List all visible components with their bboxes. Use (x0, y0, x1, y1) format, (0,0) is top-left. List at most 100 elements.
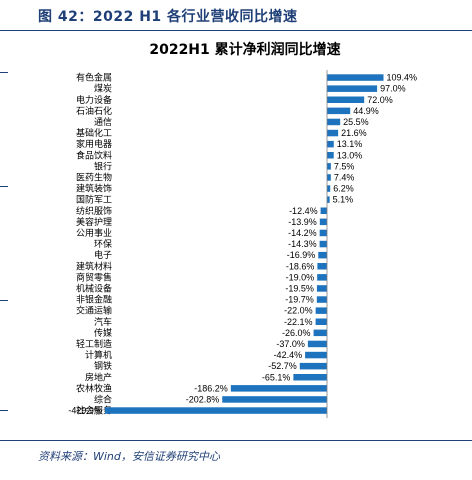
value-label: -22.1% (284, 317, 313, 327)
left-edge-mark (0, 72, 8, 73)
value-label: 97.0% (380, 84, 406, 94)
bar (320, 207, 327, 214)
value-label: 5.1% (333, 195, 354, 205)
value-label: -42.4% (274, 350, 303, 360)
chart-title: 2022H1 累计净利润同比增速 (149, 41, 340, 58)
bar (327, 163, 331, 170)
category-label: 计算机 (85, 349, 112, 361)
value-label: -186.2% (194, 383, 228, 393)
value-label: -22.0% (284, 306, 313, 316)
bar (327, 129, 339, 137)
bar (299, 362, 327, 370)
bar (230, 385, 327, 392)
bar (293, 374, 327, 381)
value-label: -19.5% (285, 283, 314, 293)
category-label: 建筑装饰 (76, 183, 112, 195)
bar (317, 263, 327, 270)
category-label: 房地产 (85, 371, 112, 383)
category-label: 建筑材料 (76, 260, 112, 272)
value-label: -12.4% (289, 206, 318, 216)
bar (318, 251, 327, 259)
category-label: 机械设备 (76, 282, 112, 294)
category-label: 公用事业 (76, 227, 112, 239)
value-label: -52.7% (268, 361, 297, 371)
bar (307, 340, 327, 348)
bar (104, 407, 327, 414)
category-label: 电力设备 (76, 94, 112, 106)
category-label: 轻工制造 (76, 338, 112, 350)
figure-header: 图 42：2022 H1 各行业营收同比增速 (0, 0, 472, 30)
value-label: -14.2% (288, 228, 317, 238)
bar (327, 74, 384, 81)
category-label: 电子 (94, 249, 112, 261)
category-label: 商贸零售 (76, 271, 112, 283)
category-label: 纺织服饰 (76, 205, 112, 217)
category-label: 食品饮料 (76, 149, 112, 161)
left-edge-mark (0, 186, 8, 187)
category-label: 有色金属 (76, 72, 112, 84)
value-label: -37.0% (276, 339, 305, 349)
bar (327, 118, 341, 126)
bar (319, 240, 327, 248)
value-label: -14.3% (288, 239, 317, 249)
bar (327, 196, 330, 203)
category-label: 国防军工 (76, 194, 112, 206)
bar (327, 85, 378, 92)
source-note: 资料来源：Wind，安信证券研究中心 (38, 450, 220, 463)
category-label: 社会服务 (76, 405, 112, 417)
bar (327, 140, 334, 148)
category-label: 环保 (94, 238, 112, 250)
category-label: 传媒 (94, 327, 112, 339)
left-edge-mark (0, 410, 8, 411)
value-label: -18.6% (286, 261, 315, 271)
bar-chart: 2022H1 累计净利润同比增速 有色金属 109.4% 煤炭 97.0% 电力设备 72… (68, 41, 418, 419)
chart-body: 有色金属 109.4% 煤炭 97.0% 电力设备 72.0% 石油石化 44.9% 通信 25.… (68, 70, 418, 419)
value-label: 13.1% (337, 139, 363, 149)
top-rule (0, 30, 472, 31)
bar (327, 152, 334, 159)
category-label: 农林牧渔 (76, 382, 112, 394)
bar (327, 185, 331, 192)
category-label: 医药生物 (76, 171, 112, 183)
category-label: 汽车 (94, 316, 112, 328)
bar (305, 351, 327, 359)
figure-caption: 图 42：2022 H1 各行业营收同比增速 (38, 9, 298, 25)
value-label: 7.5% (334, 161, 355, 171)
bar (319, 229, 327, 237)
category-label: 石油石化 (76, 105, 112, 117)
category-label: 综合 (94, 393, 112, 405)
value-label: 6.2% (333, 184, 354, 194)
value-label: 25.5% (343, 117, 369, 127)
bar (316, 296, 327, 303)
value-label: 7.4% (334, 172, 355, 182)
value-label: 72.0% (367, 95, 393, 105)
value-label: 21.6% (341, 128, 367, 138)
category-label: 非银金融 (76, 294, 112, 306)
value-label: 109.4% (387, 73, 418, 83)
bar (315, 318, 327, 325)
value-label: -19.7% (285, 295, 314, 305)
category-label: 交通运输 (76, 305, 112, 317)
category-label: 美容护理 (76, 216, 112, 228)
category-label: 基础化工 (76, 127, 112, 139)
value-label: -13.9% (288, 217, 317, 227)
bar (313, 329, 327, 337)
value-label: 44.9% (353, 106, 379, 116)
value-label: -202.8% (186, 394, 220, 404)
category-label: 煤炭 (94, 83, 112, 95)
bar (317, 274, 327, 281)
category-label: 钢铁 (94, 360, 112, 372)
category-label: 家用电器 (76, 138, 112, 150)
bar (315, 307, 327, 314)
value-label: -26.0% (282, 328, 311, 338)
value-label: -65.1% (262, 372, 291, 382)
value-label: -429.9% (68, 406, 102, 416)
bottom-rule (0, 440, 472, 441)
category-label: 银行 (94, 160, 112, 172)
value-label: 13.0% (337, 150, 363, 160)
bar (327, 107, 351, 115)
bar (327, 96, 365, 103)
bar (316, 285, 327, 292)
bar (319, 218, 327, 226)
bar (327, 174, 331, 181)
